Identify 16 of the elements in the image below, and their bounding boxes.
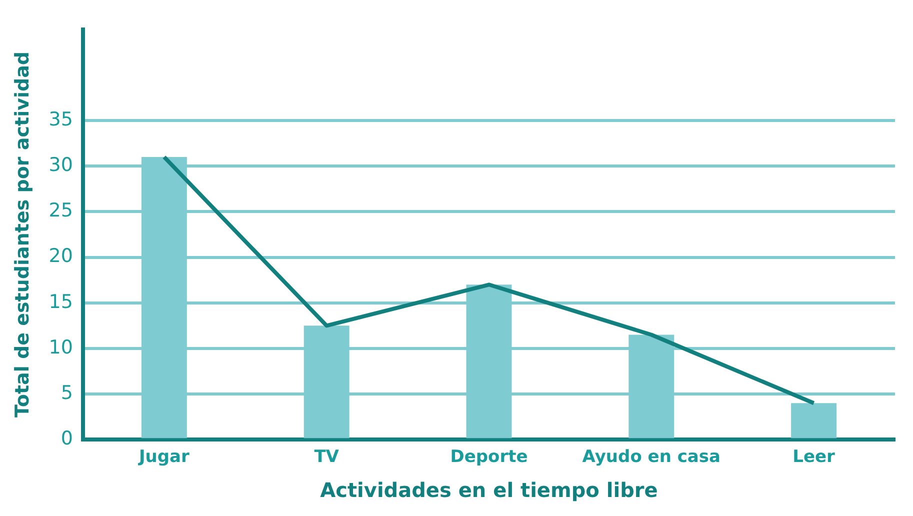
x-axis-title: Actividades en el tiempo libre [320,478,658,502]
y-axis-title: Total de estudiantes por actividad [11,51,34,418]
bar [791,403,837,438]
y-tick-label: 30 [48,154,73,176]
x-tick-label: Ayudo en casa [582,447,720,468]
y-tick-label: 15 [48,290,73,313]
y-tick-label: 10 [48,336,73,358]
y-tick-label: 20 [48,245,73,268]
x-tick-label: Deporte [450,447,528,468]
y-tick-label: 5 [60,382,73,404]
x-tick-label: Leer [792,447,836,468]
y-tick-label: 0 [60,428,73,450]
y-tick-label: 35 [48,108,73,130]
x-tick-label: Jugar [138,447,190,468]
y-tick-label: 25 [48,200,73,222]
x-tick-label: TV [314,447,340,468]
